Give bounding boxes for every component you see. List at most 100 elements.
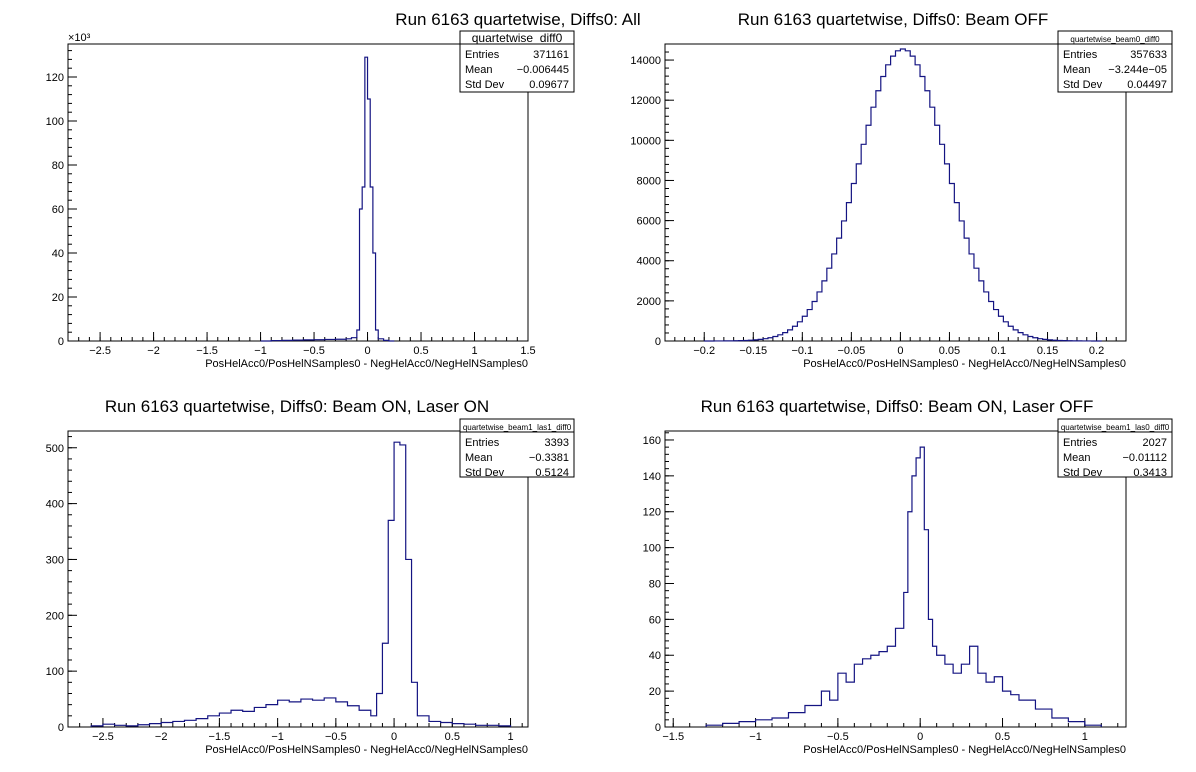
y-tick-label: 20 <box>649 686 661 698</box>
y-tick-label: 200 <box>46 610 64 622</box>
x-tick-label: −1 <box>254 345 267 357</box>
stats-label: Entries <box>1063 49 1098 61</box>
stats-value: 3393 <box>545 437 569 449</box>
x-tick-label: −0.5 <box>303 345 325 357</box>
histogram-panel-1: Run 6163 quartetwise, Diffs0: All ×10³ −2.… <box>46 10 641 370</box>
stats-box: quartetwise_beam1_las0_diff0 Entries 2027 M… <box>1057 418 1173 479</box>
x-tick-label: −2.5 <box>89 345 111 357</box>
stats-label: Std Dev <box>465 467 505 479</box>
y-tick-label: 6000 <box>637 216 661 228</box>
x-tick-label: 0.05 <box>939 345 960 357</box>
stats-name: quartetwise_beam0_diff0 <box>1070 35 1160 44</box>
plot-frame <box>664 43 1127 342</box>
x-axis-label: PosHelAcc0/PosHelNSamples0 - NegHelAcc0/… <box>205 358 528 370</box>
stats-box-frame <box>459 418 575 478</box>
stats-value: 357633 <box>1130 49 1167 61</box>
x-tick-label: 1 <box>471 345 477 357</box>
y-tick-label: 100 <box>643 543 661 555</box>
x-axis-label: PosHelAcc0/PosHelNSamples0 - NegHelAcc0/… <box>803 744 1126 756</box>
stats-name: quartetwise_beam1_las1_diff0 <box>463 423 572 432</box>
stats-box-frame <box>1057 30 1173 93</box>
histogram-panel-2: Run 6163 quartetwise, Diffs0: Beam OFF −0… <box>630 10 1173 370</box>
histogram-series <box>703 48 1103 342</box>
x-tick-label: −1.5 <box>209 731 231 743</box>
y-tick-label: 8000 <box>637 175 661 187</box>
x-tick-label: 0 <box>391 731 397 743</box>
stats-box: quartetwise_diff0 Entries 371161 Mean −0.006… <box>459 30 575 93</box>
chart-title: Run 6163 quartetwise, Diffs0: Beam ON, L… <box>105 397 489 416</box>
y-exponent-label: ×10³ <box>68 32 91 44</box>
y-tick-label: 100 <box>46 116 64 128</box>
x-tick-label: 0.15 <box>1037 345 1058 357</box>
x-tick-label: 0.5 <box>995 731 1010 743</box>
stats-label: Mean <box>465 64 493 76</box>
histogram-panel-3: Run 6163 quartetwise, Diffs0: Beam ON, L… <box>46 397 575 756</box>
histogram-series <box>705 446 1102 727</box>
stats-box-frame <box>459 30 575 93</box>
y-tick-label: 14000 <box>630 55 661 67</box>
x-tick-label: −1.5 <box>196 345 218 357</box>
plot-frame <box>664 430 1127 728</box>
histogram-series <box>260 56 395 342</box>
x-tick-label: −0.2 <box>693 345 715 357</box>
y-tick-label: 0 <box>655 336 661 348</box>
stats-value: −0.01112 <box>1122 452 1167 464</box>
x-tick-label: −0.5 <box>325 731 347 743</box>
x-tick-label: −0.15 <box>739 345 767 357</box>
stats-box: quartetwise_beam0_diff0 Entries 357633 Mean… <box>1057 30 1173 93</box>
y-tick-label: 120 <box>46 72 64 84</box>
stats-value: −0.006445 <box>517 64 569 76</box>
x-tick-label: −0.5 <box>827 731 849 743</box>
y-tick-label: 40 <box>649 650 661 662</box>
stats-value: 0.3413 <box>1133 467 1167 479</box>
chart-title: Run 6163 quartetwise, Diffs0: Beam ON, L… <box>701 397 1094 416</box>
y-tick-label: 4000 <box>637 256 661 268</box>
chart-title: Run 6163 quartetwise, Diffs0: All <box>395 10 640 29</box>
y-tick-label: 300 <box>46 554 64 566</box>
x-tick-label: 1.5 <box>520 345 535 357</box>
x-tick-label: 0.5 <box>413 345 428 357</box>
plot-frame <box>67 43 529 342</box>
x-tick-label: −2 <box>155 731 168 743</box>
y-tick-label: 12000 <box>630 95 661 107</box>
histogram-series <box>90 441 512 727</box>
x-tick-label: 0.2 <box>1089 345 1104 357</box>
x-tick-label: 0.1 <box>991 345 1006 357</box>
y-tick-label: 500 <box>46 443 64 455</box>
stats-box-frame <box>1057 418 1173 478</box>
y-tick-label: 80 <box>649 578 661 590</box>
stats-name: quartetwise_diff0 <box>472 31 563 45</box>
y-tick-label: 60 <box>649 614 661 626</box>
x-tick-label: −2.5 <box>92 731 114 743</box>
x-tick-label: 0 <box>364 345 370 357</box>
x-axis-label: PosHelAcc0/PosHelNSamples0 - NegHelAcc0/… <box>205 744 528 756</box>
x-tick-label: −0.1 <box>791 345 813 357</box>
x-axis-label: PosHelAcc0/PosHelNSamples0 - NegHelAcc0/… <box>803 358 1126 370</box>
y-tick-label: 10000 <box>630 135 661 147</box>
y-tick-label: 40 <box>52 248 64 260</box>
y-tick-label: 0 <box>655 722 661 734</box>
stats-value: 0.04497 <box>1127 79 1167 91</box>
y-tick-label: 80 <box>52 160 64 172</box>
y-tick-label: 120 <box>643 507 661 519</box>
stats-value: −0.3381 <box>529 452 569 464</box>
stats-value: 0.09677 <box>529 79 569 91</box>
y-tick-label: 60 <box>52 204 64 216</box>
y-tick-label: 2000 <box>637 296 661 308</box>
y-tick-label: 160 <box>643 435 661 447</box>
x-tick-label: 0.5 <box>445 731 460 743</box>
y-tick-label: 0 <box>58 336 64 348</box>
stats-value: 371161 <box>533 49 569 61</box>
plot-frame <box>67 430 529 728</box>
y-tick-label: 140 <box>643 471 661 483</box>
stats-value: 2027 <box>1143 437 1167 449</box>
x-tick-label: 1 <box>1082 731 1088 743</box>
stats-label: Std Dev <box>465 79 505 91</box>
x-tick-label: 0 <box>917 731 923 743</box>
chart-title: Run 6163 quartetwise, Diffs0: Beam OFF <box>738 10 1049 29</box>
y-tick-label: 100 <box>46 666 64 678</box>
x-tick-label: −2 <box>147 345 160 357</box>
stats-name: quartetwise_beam1_las0_diff0 <box>1061 423 1170 432</box>
x-tick-label: −0.05 <box>837 345 865 357</box>
stats-value: 0.5124 <box>535 467 569 479</box>
